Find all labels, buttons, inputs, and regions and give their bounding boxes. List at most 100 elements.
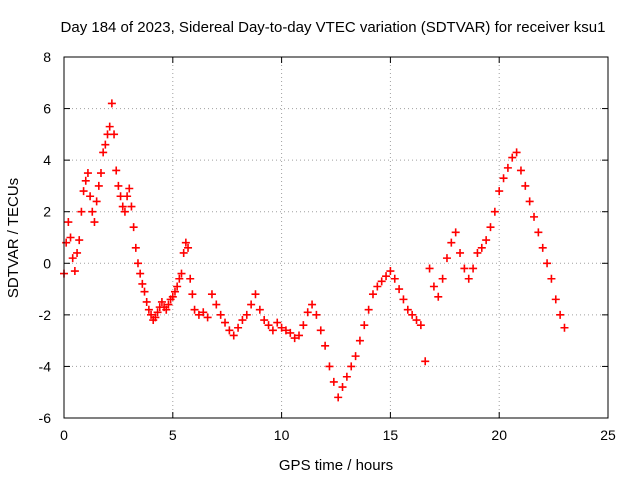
data-point [136,269,145,278]
data-point [495,187,504,196]
data-point [386,267,395,276]
data-point [86,192,95,201]
data-point [408,310,417,319]
data-point [421,357,430,366]
y-tick-label: 6 [43,101,51,117]
y-tick-label: 0 [43,255,51,271]
data-point [329,377,338,386]
data-point [242,310,251,319]
data-point [373,282,382,291]
data-point [90,218,99,227]
data-point [543,259,552,268]
data-point [123,192,132,201]
data-point [70,267,79,276]
data-point [92,197,101,206]
data-point [512,148,521,157]
data-point [286,328,295,337]
data-point [516,166,525,175]
plot-frame [63,56,609,419]
data-point [110,130,119,139]
data-point [264,321,273,330]
data-point [127,202,136,211]
data-point [490,207,499,216]
data-point [447,238,456,247]
data-point [81,176,90,185]
x-axis-label: GPS time / hours [279,457,393,474]
data-point [175,274,184,283]
data-point [199,308,208,317]
data-point [442,254,451,263]
data-point [560,323,569,332]
data-point [477,243,486,252]
data-point [469,264,478,273]
data-point [225,326,234,335]
data-point [168,292,177,301]
x-tick-label: 25 [600,427,616,443]
data-point [181,238,190,247]
grid [64,57,608,418]
data-point [368,290,377,299]
data-point [216,310,225,319]
data-point [131,243,140,252]
data-point [88,207,97,216]
data-point [342,372,351,381]
data-point [125,184,134,193]
data-point [456,248,465,257]
data-point [77,207,86,216]
data-point [556,310,565,319]
y-tick-label: -6 [39,410,52,426]
data-point [66,233,75,242]
y-tick-label: 8 [43,49,51,65]
data-point [238,316,247,325]
data-point [194,310,203,319]
data-point [316,326,325,335]
data-point [79,187,88,196]
x-tick-label: 20 [491,427,507,443]
data-point [451,228,460,237]
data-point [68,254,77,263]
data-point [247,300,256,309]
data-point [151,313,160,322]
data-point [308,300,317,309]
data-point [295,331,304,340]
data-point [186,274,195,283]
data-series [60,99,569,402]
data-point [473,248,482,257]
y-axis-label: SDTVAR / TECUs [5,178,22,298]
data-point [273,318,282,327]
data-point [290,334,299,343]
data-point [157,297,166,306]
y-tick-label: 2 [43,204,51,220]
data-point [203,313,212,322]
data-point [144,305,153,314]
data-point [96,169,105,178]
data-point [99,148,108,157]
data-point [525,197,534,206]
data-point [460,264,469,273]
data-point [129,223,138,232]
x-tick-label: 0 [60,427,68,443]
data-point [229,331,238,340]
data-point [508,153,517,162]
data-point [547,274,556,283]
data-point [503,163,512,172]
data-point [438,274,447,283]
data-point [153,308,162,317]
data-point [486,223,495,232]
data-point [62,238,71,247]
data-point [212,300,221,309]
data-point [482,236,491,245]
data-point [75,236,84,245]
data-point [207,290,216,299]
data-point [107,99,116,108]
data-point [390,274,399,283]
data-point [83,169,92,178]
data-point [382,272,391,281]
data-point [190,305,199,314]
data-point [364,305,373,314]
data-point [105,122,114,131]
x-tick-label: 15 [383,427,399,443]
data-point [416,321,425,330]
data-point [234,323,243,332]
data-point [147,310,156,319]
